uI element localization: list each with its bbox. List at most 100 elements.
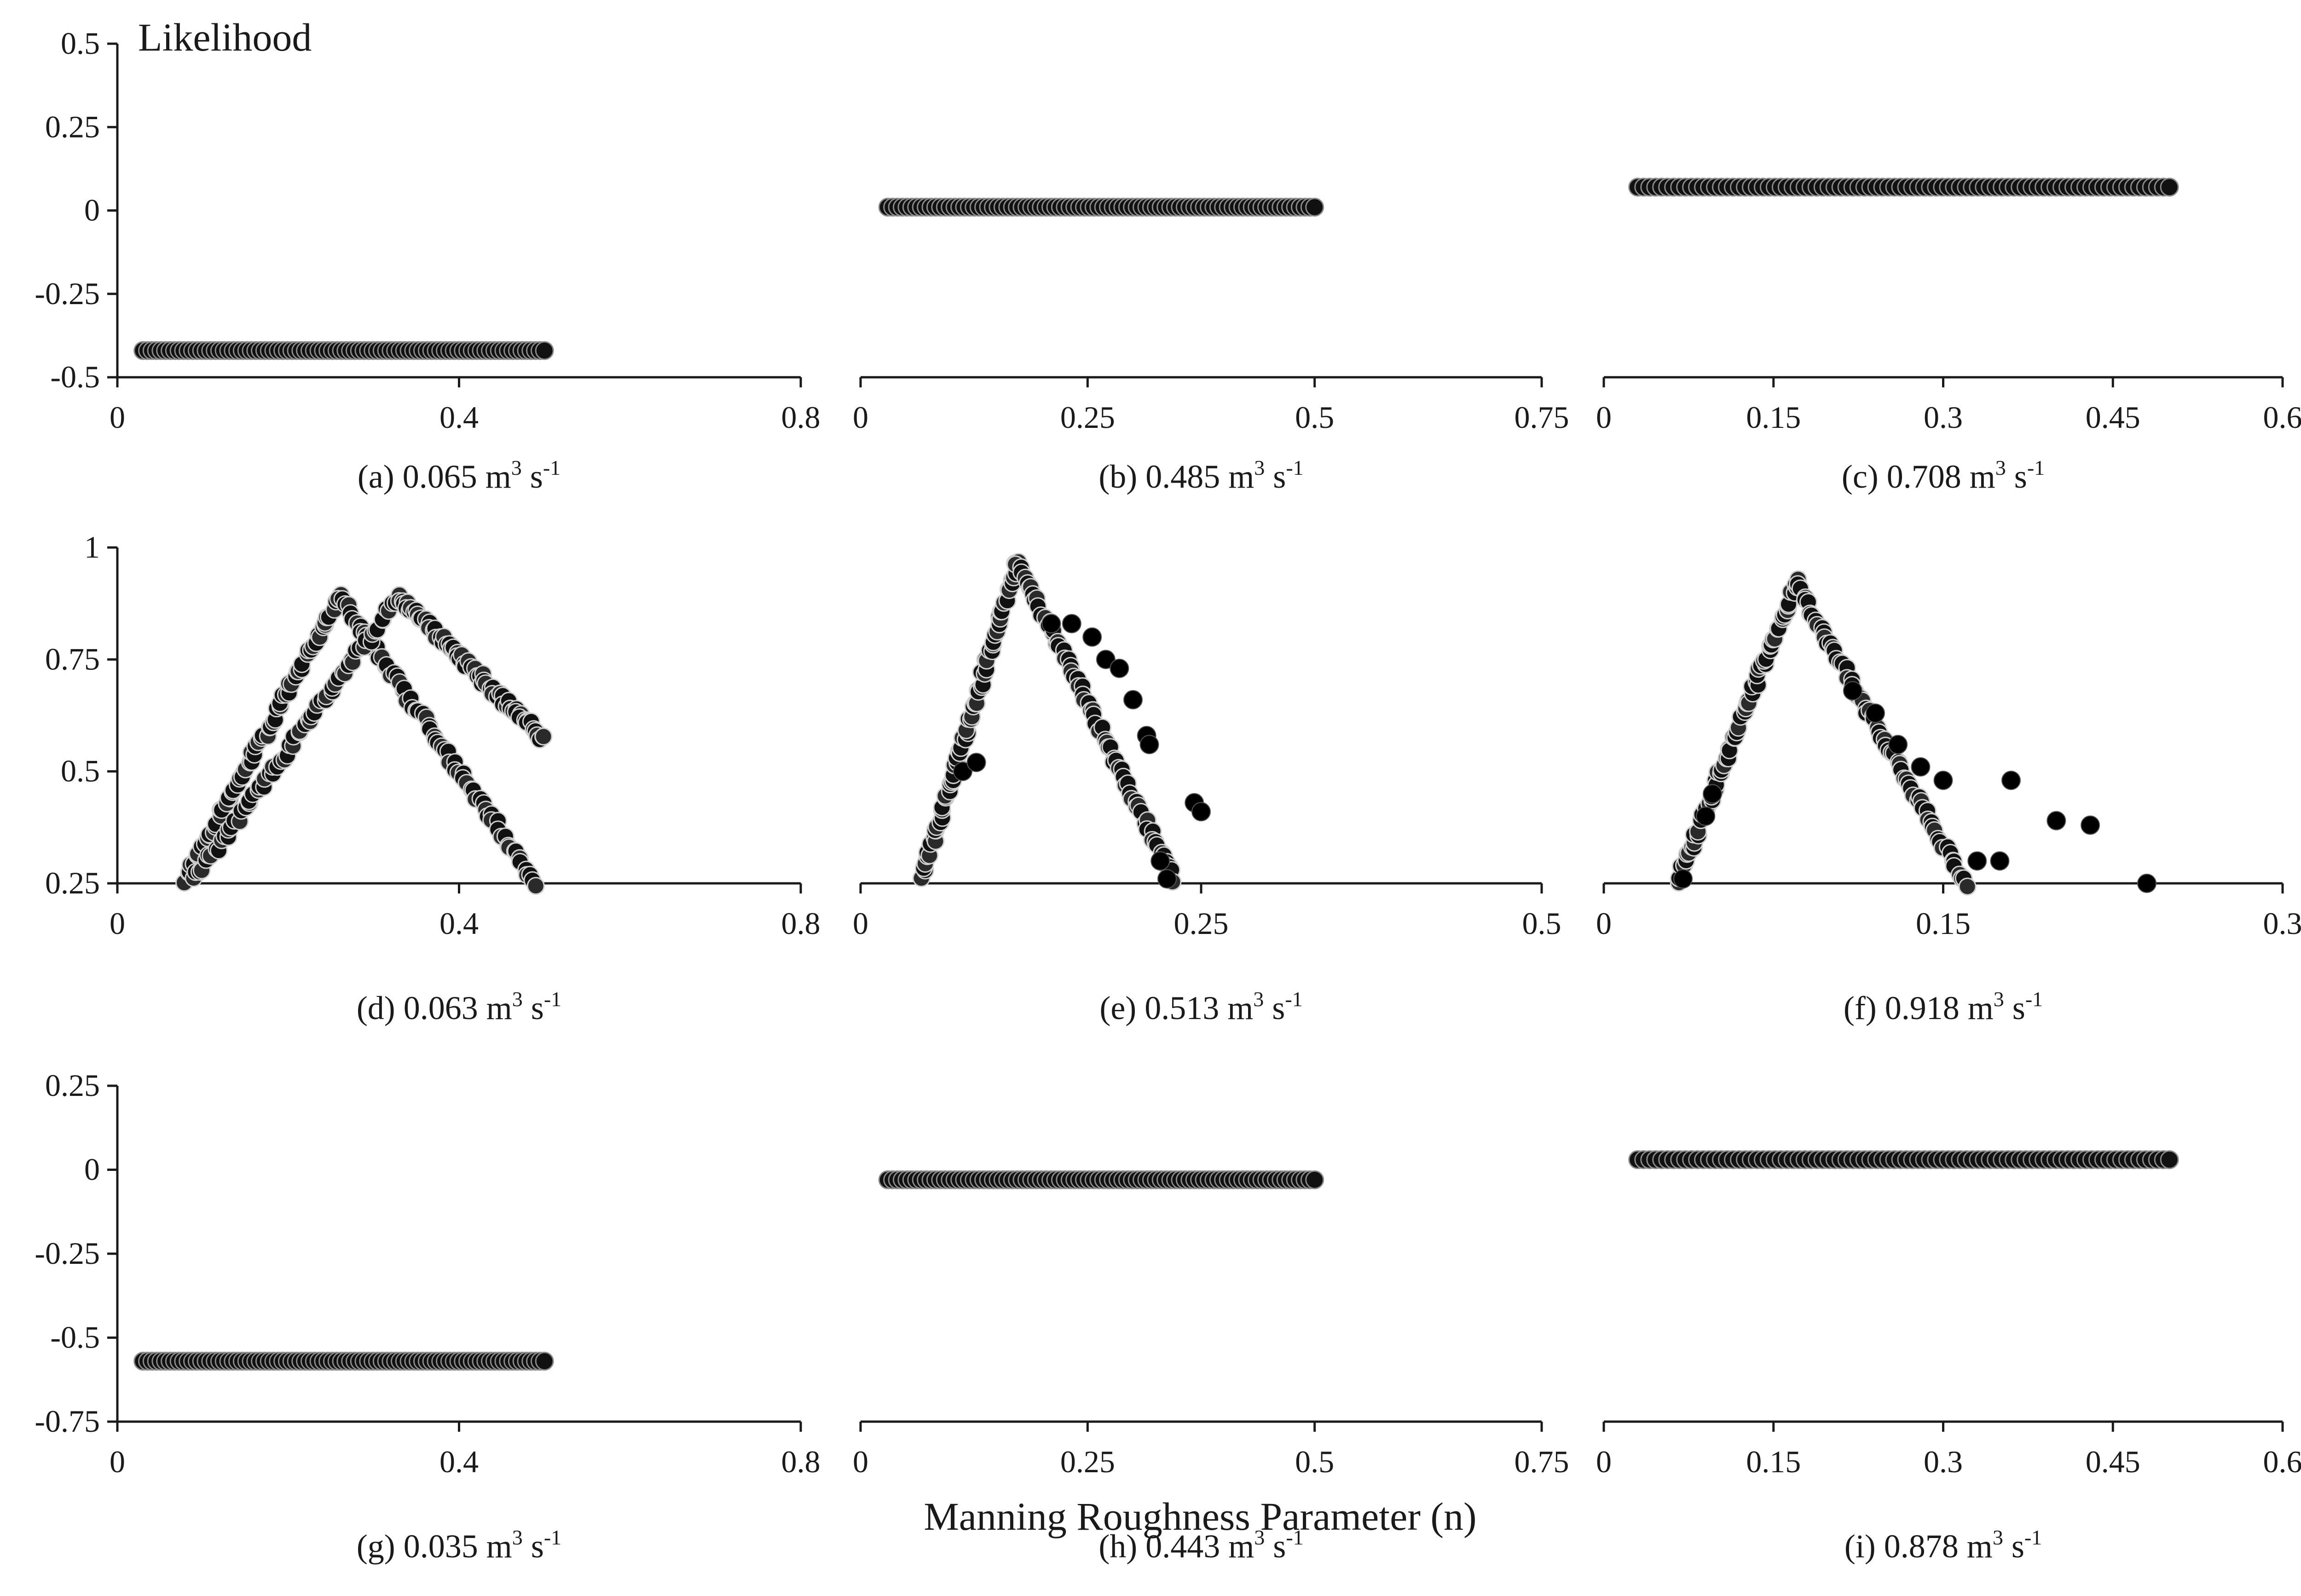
data-point [1673,869,1693,889]
x-tick-label: 0.15 [1746,1444,1801,1479]
x-tick-label: 0.25 [1174,906,1229,941]
x-tick-label: 0.5 [1295,1444,1334,1479]
data-point [1305,197,1324,217]
unit-text: m [1967,1528,1993,1565]
unit-text: m [1970,458,1995,495]
caption-label: (h) 0.443 [1098,1528,1228,1565]
panel-caption: (i) 0.878 m3 s-1 [1844,1526,2042,1565]
caption-label: (d) 0.063 [357,990,486,1026]
caption-label: (a) 0.065 [358,458,486,495]
caption-label: (i) 0.878 [1844,1528,1967,1565]
unit-superscript: 3 [1253,987,1264,1011]
x-tick-label: 0.4 [439,400,479,435]
panel-i: 0 0.15 0.3 0.45 0.6 (i) 0.878 m3 s-1 [1596,1150,2301,1565]
series-sparse [1673,681,2156,893]
x-tick-label: 0.25 [1060,1444,1115,1479]
y-tick-label: -0.25 [35,276,100,311]
unit-suffix: s [1264,990,1285,1026]
unit-suffix-superscript: -1 [1286,456,1303,479]
x-tick-label: 0.4 [439,906,479,941]
x-tick-label: 0 [1596,906,1612,941]
x-tick-label: 0.15 [1746,400,1801,435]
series-dense [912,553,1182,891]
panel-e: 0 0.25 0.5 (e) 0.513 m3 s-1 [853,553,1561,1026]
unit-suffix: s [2004,990,2025,1026]
x-axis-title: Manning Roughness Parameter (n) [924,1494,1476,1538]
panel-caption: (b) 0.485 m3 s-1 [1098,456,1303,495]
panel-caption: (g) 0.035 m3 s-1 [357,1526,561,1565]
x-tick-label: 0.6 [2263,1444,2301,1479]
data-point [966,753,986,772]
data-point [1110,658,1129,678]
y-tick-label: -0.75 [35,1404,100,1439]
unit-suffix: s [2003,1528,2024,1565]
data-point [1696,807,1716,826]
unit-superscript: 3 [512,987,523,1011]
unit-superscript: 3 [511,456,522,479]
caption-label: (c) 0.708 [1842,458,1970,495]
data-point [535,341,554,360]
data-point [2081,815,2100,835]
x-tick-label: 0.4 [439,1444,479,1479]
x-tick-label: 0.6 [2263,400,2301,435]
unit-suffix: s [523,990,544,1026]
caption-label: (e) 0.513 [1099,990,1227,1026]
y-tick-label: 0.5 [61,26,100,61]
x-tick-label: 0.45 [2086,400,2140,435]
data-point [1139,735,1159,755]
data-point [526,876,545,895]
y-tick-label: -0.25 [35,1236,100,1271]
x-tick-label: 0 [110,1444,125,1479]
unit-superscript: 3 [512,1526,523,1549]
data-point [1305,1170,1324,1189]
unit-text: m [1968,990,1994,1026]
series-constant [1628,178,2179,197]
unit-superscript: 3 [1995,456,2006,479]
x-tick-label: 0.25 [1060,400,1115,435]
data-point [534,727,553,746]
unit-suffix: s [522,458,543,495]
series-constant [1628,1150,2179,1170]
data-point [1123,690,1143,709]
unit-suffix: s [1265,458,1286,495]
data-point [2160,1150,2179,1170]
unit-superscript: 3 [1993,1526,2003,1549]
series-sparse [953,614,1211,889]
data-point [2160,178,2179,197]
y-tick-label: 0.25 [45,865,100,900]
x-tick-label: 0.45 [2086,1444,2140,1479]
x-tick-label: 0 [853,906,868,941]
y-tick-label: 0.5 [61,754,100,789]
panel-a: 0 0.4 0.8 -0.5 -0.25 0 0.25 0.5 (a) 0.065 m3 s-1 [35,26,820,495]
y-tick-label: 0.25 [45,1068,100,1103]
panel-c: 0 0.15 0.3 0.45 0.6 (c) 0.708 m3 s-1 [1596,178,2301,495]
x-tick-label: 0 [1596,1444,1612,1479]
data-point [1703,784,1722,804]
panel-caption: (d) 0.063 m3 s-1 [357,987,561,1026]
x-tick-label: 0 [853,1444,868,1479]
unit-suffix-superscript: -1 [2024,1526,2042,1549]
panel-d: 0 0.4 0.8 0.25 0.5 0.75 1 (d) 0.063 m3 s-1 [45,530,821,1026]
data-point [1096,650,1116,669]
x-tick-label: 0.75 [1515,1444,1569,1479]
caption-label: (f) 0.918 [1844,990,1968,1026]
caption-label: (g) 0.035 [357,1528,486,1565]
data-point [1150,851,1170,871]
x-tick-label: 0.75 [1515,400,1569,435]
panel-caption: (f) 0.918 m3 s-1 [1844,987,2043,1026]
panel-caption: (e) 0.513 m3 s-1 [1099,987,1302,1026]
panel-h: 0 0.25 0.5 0.75 (h) 0.443 m3 s-1 [853,1170,1569,1565]
unit-superscript: 3 [1994,987,2004,1011]
data-point [1191,802,1211,822]
x-tick-label: 0 [1596,400,1612,435]
y-tick-label: 0 [84,193,100,228]
x-tick-label: 0.8 [781,400,821,435]
panel-g: 0 0.4 0.8 -0.75 -0.5 -0.25 0 0.25 (g) 0.035 m3 s… [35,1068,820,1565]
unit-text: m [1227,990,1253,1026]
data-point [1911,757,1931,777]
data-point [953,761,972,781]
series-dense-1 [175,585,545,895]
x-tick-label: 0.5 [1295,400,1334,435]
data-point [1041,614,1061,634]
